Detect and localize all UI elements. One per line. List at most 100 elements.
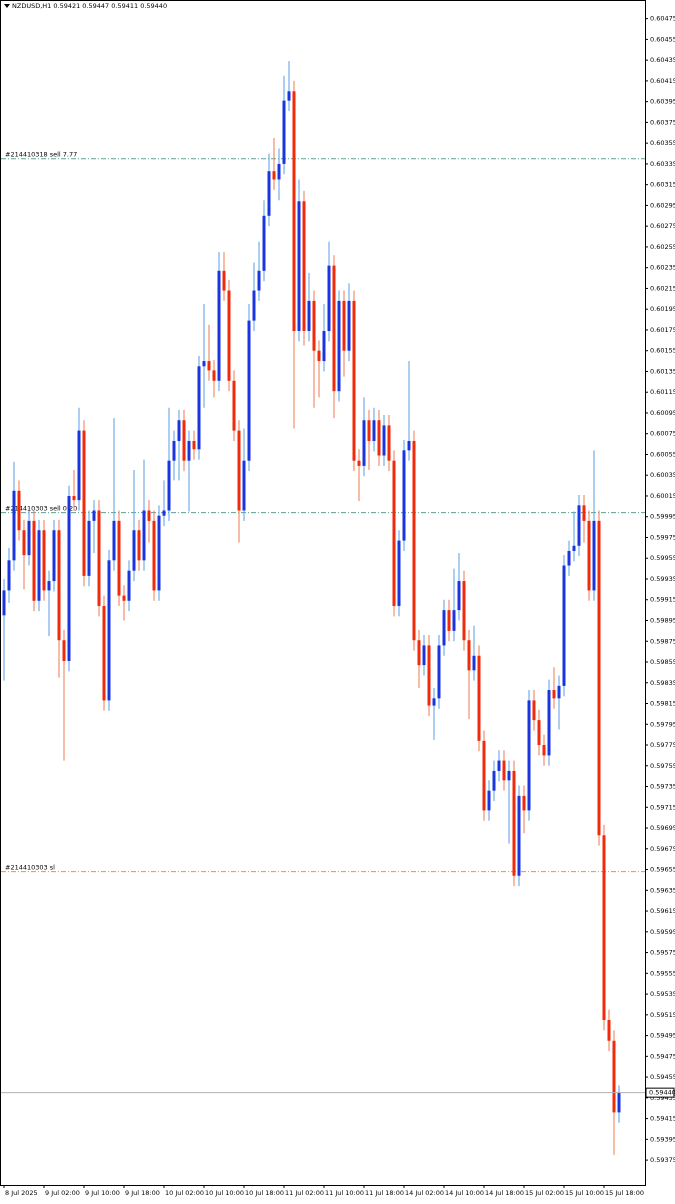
- candle-body: [282, 100, 286, 164]
- candle-body: [307, 300, 311, 331]
- y-tick-label: 0.60155: [650, 347, 675, 355]
- y-tick-label: 0.60315: [650, 181, 675, 189]
- candle-body: [82, 430, 86, 576]
- candle-body: [572, 545, 576, 551]
- candle-body: [102, 605, 106, 701]
- candle-body: [612, 1040, 616, 1113]
- candle-body: [592, 520, 596, 591]
- candle-body: [147, 510, 151, 521]
- candle-body: [222, 270, 226, 291]
- y-tick-label: 0.59435: [650, 1094, 675, 1102]
- candle-body: [357, 460, 361, 466]
- candle-body: [97, 510, 101, 606]
- candle-body: [532, 700, 536, 721]
- y-tick-label: 0.60395: [650, 98, 675, 106]
- x-tick-label: 10 Jul 10:00: [205, 1189, 244, 1197]
- y-tick-label: 0.59995: [650, 513, 675, 521]
- y-tick-label: 0.59595: [650, 928, 675, 936]
- candle-body: [292, 91, 296, 331]
- y-tick-label: 0.60235: [650, 264, 675, 272]
- candle-body: [287, 91, 291, 101]
- candle-body: [317, 350, 321, 362]
- candle-body: [562, 565, 566, 686]
- candle-body: [72, 495, 76, 501]
- y-tick-label: 0.59515: [650, 1011, 675, 1019]
- candle-body: [152, 520, 156, 591]
- y-tick-label: 0.60075: [650, 430, 675, 438]
- candle-body: [167, 460, 171, 511]
- candle-body: [57, 530, 61, 641]
- candle-body: [417, 640, 421, 666]
- candle-body: [372, 420, 376, 441]
- candle-body: [2, 590, 6, 616]
- y-tick-label: 0.59415: [650, 1115, 675, 1123]
- y-tick-label: 0.60375: [650, 118, 675, 126]
- candle-body: [107, 560, 111, 701]
- candle-body: [237, 430, 241, 511]
- y-tick-label: 0.60015: [650, 492, 675, 500]
- header-arrow: [4, 4, 10, 8]
- candle-body: [432, 698, 436, 706]
- candle-body: [192, 440, 196, 450]
- candle-body: [322, 330, 326, 362]
- candle-body: [387, 425, 391, 461]
- y-tick-label: 0.60195: [650, 305, 675, 313]
- x-tick-label: 14 Jul 02:00: [405, 1189, 444, 1197]
- candle-body: [347, 300, 351, 351]
- candle-body: [362, 420, 366, 466]
- candle-body: [67, 495, 71, 661]
- candle-body: [462, 581, 466, 641]
- candle-body: [87, 520, 91, 576]
- x-tick-label: 9 Jul 02:00: [45, 1189, 80, 1197]
- candle-body: [257, 270, 261, 291]
- candle-body: [252, 290, 256, 321]
- candle-body: [182, 420, 186, 461]
- y-tick-label: 0.59855: [650, 658, 675, 666]
- candle-body: [582, 505, 586, 521]
- y-tick-label: 0.59915: [650, 596, 675, 604]
- candle-body: [62, 640, 66, 661]
- candle-body: [137, 530, 141, 561]
- candle-body: [132, 530, 136, 571]
- candle-body: [517, 795, 521, 876]
- y-tick-label: 0.60335: [650, 160, 675, 168]
- candle-body: [122, 595, 126, 601]
- candle-body: [497, 760, 501, 771]
- candle-body: [22, 530, 26, 556]
- y-tick-label: 0.60035: [650, 471, 675, 479]
- candle-body: [527, 700, 531, 811]
- y-tick-label: 0.59875: [650, 637, 675, 645]
- x-tick-label: 9 Jul 10:00: [85, 1189, 120, 1197]
- candle-body: [232, 380, 236, 431]
- candle-body: [227, 290, 231, 381]
- candle-body: [42, 530, 46, 591]
- candle-body: [447, 610, 451, 631]
- candle-body: [202, 361, 206, 367]
- candle-body: [172, 440, 176, 461]
- candle-body: [597, 520, 601, 836]
- candle-body: [117, 520, 121, 596]
- candle-body: [302, 201, 306, 331]
- candle-body: [492, 770, 496, 791]
- y-tick-label: 0.59555: [650, 969, 675, 977]
- candle-body: [392, 460, 396, 606]
- candle-body: [27, 520, 31, 556]
- candle-body: [437, 645, 441, 699]
- candle-body: [367, 420, 371, 441]
- x-tick-label: 11 Jul 02:00: [285, 1189, 324, 1197]
- y-tick-label: 0.59575: [650, 949, 675, 957]
- candle-body: [272, 171, 276, 180]
- y-tick-label: 0.59775: [650, 741, 675, 749]
- candle-body: [352, 300, 356, 461]
- y-tick-label: 0.59955: [650, 554, 675, 562]
- candle-body: [537, 720, 541, 746]
- candle-body: [77, 430, 81, 501]
- candle-body: [427, 645, 431, 706]
- candle-body: [547, 690, 551, 756]
- y-tick-label: 0.59815: [650, 700, 675, 708]
- candle-body: [157, 515, 161, 591]
- y-tick-label: 0.60055: [650, 450, 675, 458]
- x-tick-label: 14 Jul 18:00: [485, 1189, 524, 1197]
- y-tick-label: 0.59375: [650, 1156, 675, 1164]
